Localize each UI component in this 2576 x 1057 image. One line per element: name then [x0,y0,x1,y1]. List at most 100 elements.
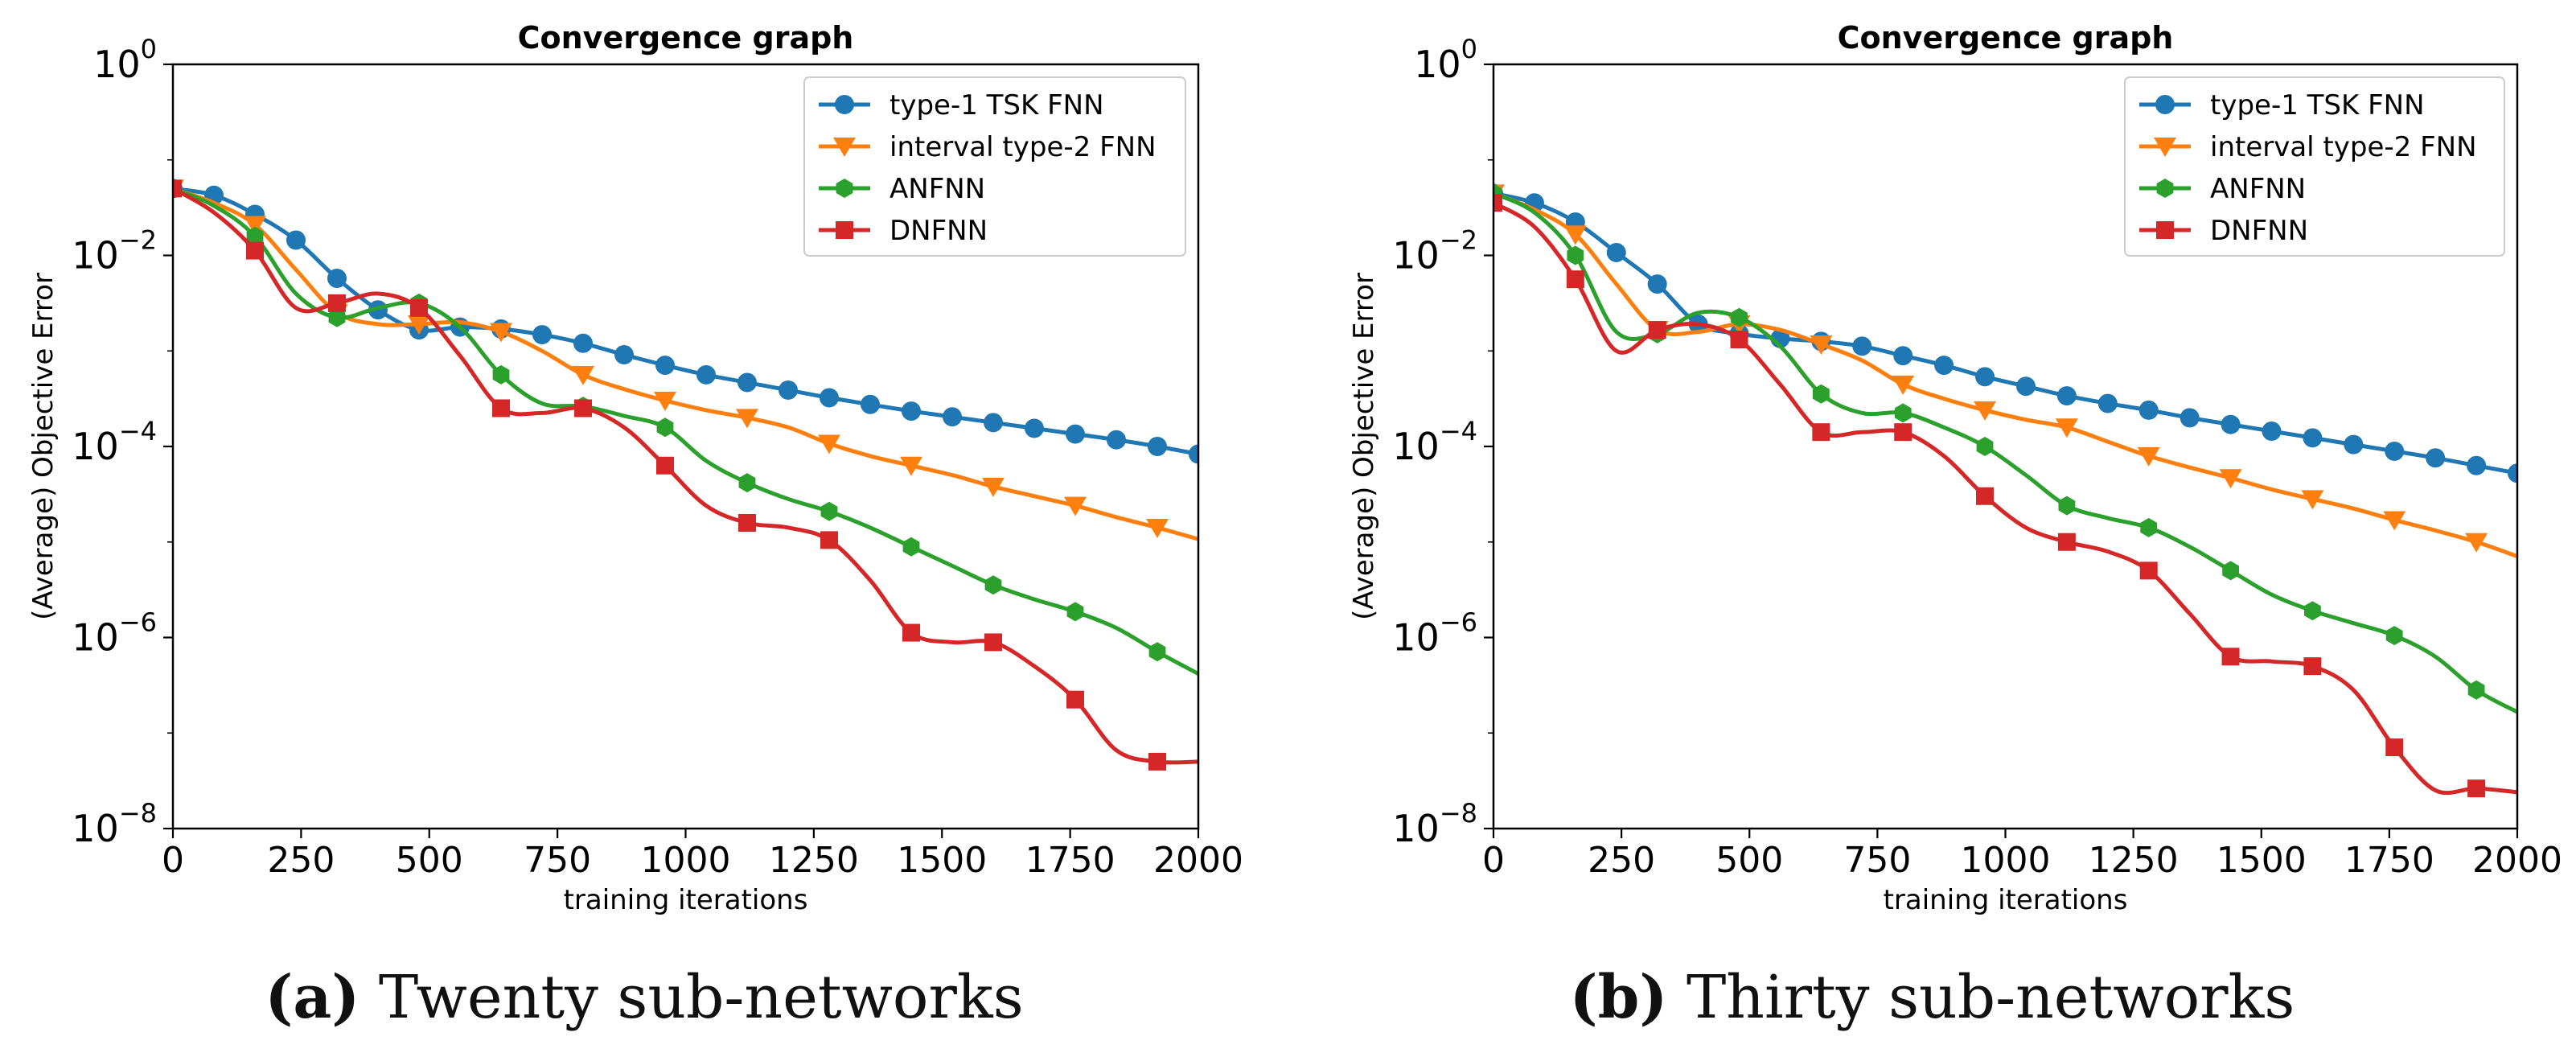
x-tick-label: 1250 [769,840,859,881]
data-point [2219,469,2242,489]
data-point [1892,375,1915,395]
y-axis-ticks: 100 10−2 10−4 10−6 10−8 [72,34,173,850]
data-point [2385,441,2405,461]
data-point [656,417,674,438]
data-point [902,537,920,557]
y-axis-label: (Average) Objective Error [1348,273,1380,620]
legend-label: DNFNN [2210,215,2308,247]
x-tick-label: 1500 [897,840,987,881]
legend: type-1 TSK FNN interval type-2 FNN ANFNN DN… [803,76,1186,257]
data-point [286,230,306,250]
data-point [1066,424,1085,444]
data-point [532,325,552,345]
x-tick-label: 2000 [1153,840,1243,881]
data-point [654,392,676,411]
data-point [696,364,716,385]
data-point [1974,401,1997,421]
legend-item: ANFNN [2139,173,2306,205]
legend-label: type-1 TSK FNN [889,89,1104,121]
data-point [820,388,839,408]
legend-label: interval type-2 FNN [889,131,1157,163]
data-point [1647,274,1667,294]
data-point [1566,270,1584,289]
caption-label: (b) [1569,963,1668,1032]
x-tick-label: 1000 [641,840,731,881]
data-point [820,501,838,521]
data-point [1730,331,1748,348]
x-tick-label: 1000 [1961,840,2051,881]
data-point [2385,738,2404,757]
data-point [1025,418,1044,438]
x-tick-label: 250 [1588,840,1655,881]
data-point [1934,356,1954,376]
legend-label: interval type-2 FNN [2210,131,2477,163]
data-point [2057,533,2076,551]
axes-frame [171,63,1200,830]
data-point [943,407,962,427]
data-point [1189,444,1198,464]
data-point [1894,423,1912,442]
y-axis-label: (Average) Objective Error [27,273,60,620]
caption-b: (b) Thirty sub-networks [1288,961,2576,1034]
data-point [2055,418,2078,438]
legend-marker [2155,95,2175,114]
series-dnfnn [1493,194,2517,798]
series-line [173,187,1198,765]
data-point [1606,242,1626,262]
data-point [1976,487,1995,505]
data-point [738,473,756,493]
data-point [2465,533,2488,553]
data-point [1894,403,1912,423]
data-point [1563,225,1587,245]
y-tick-label: 10−2 [1392,225,1477,278]
data-point [327,269,347,288]
data-point [900,456,922,476]
y-tick-label: 10−4 [1392,416,1477,468]
data-point [2383,511,2406,531]
y-tick-label: 10−8 [1392,798,1477,850]
data-point [490,323,512,343]
data-point [244,216,266,236]
data-point [492,364,510,385]
legend-item: DNFNN [819,215,988,247]
y-tick-label: 100 [93,34,157,86]
x-tick-label: 1250 [2089,840,2179,881]
data-point [1148,642,1166,662]
data-point [2303,657,2322,676]
data-point [614,345,634,364]
data-point [2138,400,2159,420]
data-point [902,623,920,642]
x-tick-label: 750 [524,840,591,881]
legend-box [803,76,1186,257]
legend-item: type-1 TSK FNN [819,89,1104,121]
legend: type-1 TSK FNN interval type-2 FNN ANFNN DN… [2124,76,2505,257]
data-point [572,365,594,385]
data-point [1731,307,1748,327]
legend-marker [836,221,853,239]
y-tick-label: 100 [1414,34,1477,86]
data-point [2221,648,2240,666]
data-point [2097,393,2118,413]
caption-label: (a) [265,963,360,1032]
legend-item: interval type-2 FNN [819,131,1157,163]
data-point [738,514,756,532]
y-tick-label: 10−6 [72,607,157,660]
legend-label: type-1 TSK FNN [2210,89,2425,121]
data-point [2222,561,2239,581]
data-point [2139,561,2158,580]
legend-marker [836,179,853,198]
y-tick-label: 10−2 [72,225,157,278]
data-point [1976,437,1994,456]
data-point [736,409,758,429]
data-point [2015,376,2036,397]
legend-label: DNFNN [889,215,988,247]
data-point [408,315,430,335]
series-line [1493,200,2517,796]
legend-item: DNFNN [2139,215,2308,247]
data-point [655,356,675,376]
convergence-chart-b: Convergence graph 0 250 500 750 1000 1250 1500 1… [1348,20,2562,916]
data-point [1893,346,1913,366]
data-point [2426,448,2446,468]
legend-item: interval type-2 FNN [2139,131,2477,163]
data-point [1148,752,1166,771]
